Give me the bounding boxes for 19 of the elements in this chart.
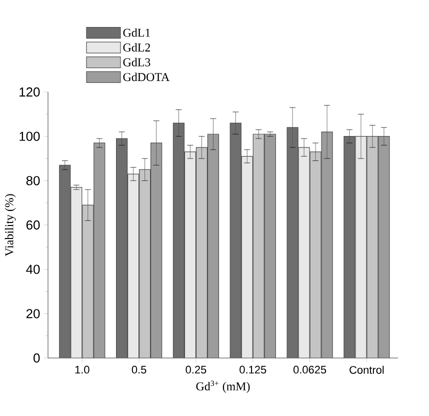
legend-label: GdL1 bbox=[123, 28, 150, 37]
y-tick-label: 60 bbox=[26, 220, 40, 230]
x-tick-label: 0.0625 bbox=[293, 366, 326, 374]
y-tick-label: 100 bbox=[20, 132, 40, 141]
x-tick-label: 1.0 bbox=[75, 366, 90, 374]
x-tick-label: 0.25 bbox=[186, 366, 206, 374]
x-tick-label: 0.5 bbox=[132, 366, 146, 374]
x-tick-label: 0.125 bbox=[240, 366, 266, 374]
y-tick-label: 20 bbox=[26, 309, 40, 318]
x-axis-title: Gd$^{3+}$ (mM) bbox=[196, 380, 250, 393]
legend-label: GdL2 bbox=[123, 43, 150, 52]
y-tick-label: 120 bbox=[20, 87, 40, 97]
y-tick-label: 80 bbox=[26, 176, 40, 186]
x-tick-label: Control bbox=[350, 366, 384, 374]
y-axis-title: Viability (%) bbox=[4, 194, 16, 256]
legend-label: GdL3 bbox=[123, 58, 150, 66]
legend-label: GdDOTA bbox=[123, 72, 170, 82]
y-tick-label: 40 bbox=[26, 264, 40, 274]
y-tick-label: 0 bbox=[34, 353, 40, 363]
